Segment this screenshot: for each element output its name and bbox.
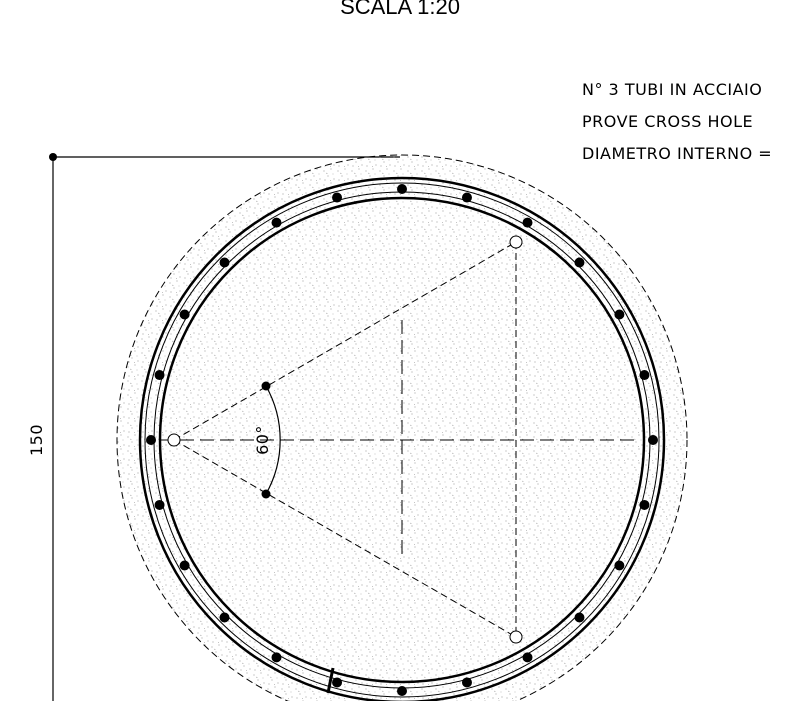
rebar — [219, 612, 230, 623]
rebar — [397, 184, 407, 194]
rebar — [639, 499, 650, 510]
angle-label: 60° — [253, 425, 272, 455]
rebar — [154, 370, 165, 381]
dimension-dot — [49, 153, 57, 161]
note-line: PROVE CROSS HOLE — [582, 112, 753, 131]
rebar — [614, 560, 625, 571]
angle-dot — [261, 489, 271, 499]
rebar — [271, 217, 282, 228]
rebar — [614, 309, 625, 320]
hoop — [144, 182, 660, 698]
rebars — [146, 184, 658, 696]
rebar — [271, 652, 282, 663]
hoop — [138, 176, 666, 701]
tube — [509, 630, 523, 644]
angle-dot — [261, 381, 271, 391]
tube — [167, 433, 181, 447]
rebar — [522, 217, 533, 228]
angle-arc — [265, 385, 281, 495]
rebar — [332, 677, 343, 688]
rebar — [179, 560, 190, 571]
rebar — [574, 257, 585, 268]
scale-title: SCALA 1:20 — [340, 0, 460, 19]
rebar — [522, 652, 533, 663]
rebar — [179, 309, 190, 320]
rebar — [146, 435, 156, 445]
rebar — [639, 370, 650, 381]
dimension-label: 150 — [27, 424, 46, 456]
rebar — [219, 257, 230, 268]
rebar — [648, 435, 658, 445]
rebar — [332, 192, 343, 203]
rebar — [461, 192, 472, 203]
note-line: N° 3 TUBI IN ACCIAIO — [582, 80, 762, 99]
tube — [509, 235, 523, 249]
rebar — [574, 612, 585, 623]
rebar — [461, 677, 472, 688]
note-line: DIAMETRO INTERNO = — [582, 144, 772, 163]
rebar — [154, 499, 165, 510]
rebar — [397, 686, 407, 696]
lap-mark — [326, 667, 335, 694]
